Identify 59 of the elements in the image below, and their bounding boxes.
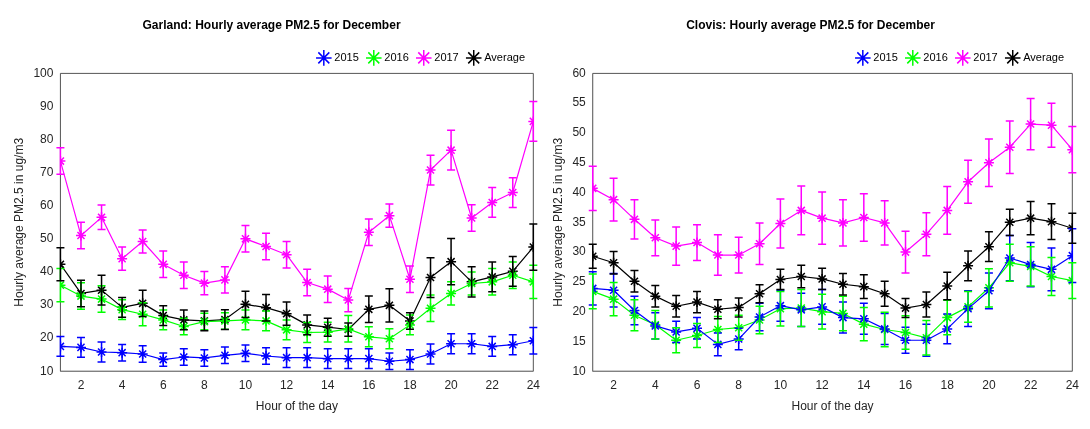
y-axis-title: Hourly average PM2.5 in ug/m3 (550, 137, 565, 307)
legend-label: Average (1023, 50, 1065, 63)
y-tick-label: 100 (33, 65, 54, 80)
x-tick-label: 20 (982, 377, 996, 392)
y-tick-label: 35 (572, 214, 587, 229)
x-tick-label: 14 (321, 377, 335, 392)
y-tick-label: 10 (40, 363, 54, 378)
legend-label: 2017 (973, 50, 998, 63)
x-tick-label: 8 (735, 377, 743, 392)
x-tick-label: 8 (201, 377, 209, 392)
x-tick-label: 4 (118, 377, 126, 392)
x-tick-label: 10 (773, 377, 788, 392)
x-tick-label: 22 (485, 377, 500, 392)
x-tick-label: 18 (940, 377, 955, 392)
y-tick-label: 20 (572, 303, 587, 318)
x-tick-label: 10 (238, 377, 253, 392)
legend-label: 2015 (873, 50, 898, 63)
y-tick-label: 25 (572, 274, 587, 289)
x-tick-label: 6 (693, 377, 701, 392)
chart-title: Garland: Hourly average PM2.5 for December (142, 17, 401, 32)
y-tick-label: 50 (572, 125, 587, 140)
y-tick-label: 80 (40, 131, 54, 146)
x-tick-label: 18 (403, 377, 417, 392)
y-tick-label: 90 (40, 98, 54, 113)
x-tick-label: 24 (1065, 377, 1080, 392)
x-tick-label: 14 (857, 377, 871, 392)
x-tick-label: 2 (77, 377, 85, 392)
y-tick-label: 30 (572, 244, 587, 259)
legend-label: 2016 (923, 50, 948, 63)
chart-title: Clovis: Hourly average PM2.5 for December (686, 17, 936, 32)
y-tick-label: 55 (572, 95, 587, 110)
x-axis-title: Hour of the day (255, 399, 338, 414)
legend-label: 2017 (434, 50, 459, 63)
y-tick-label: 20 (40, 330, 54, 345)
y-tick-label: 60 (40, 198, 54, 213)
x-tick-label: 2 (610, 377, 618, 392)
x-tick-label: 16 (898, 377, 913, 392)
y-tick-label: 10 (572, 363, 587, 378)
x-axis-title: Hour of the day (791, 399, 874, 414)
x-tick-label: 24 (526, 377, 541, 392)
x-tick-label: 20 (444, 377, 459, 392)
y-tick-label: 50 (40, 231, 54, 246)
x-tick-label: 4 (651, 377, 659, 392)
legend-label: 2016 (384, 50, 409, 63)
y-tick-label: 70 (40, 164, 54, 179)
x-tick-label: 12 (815, 377, 830, 392)
x-tick-label: 22 (1023, 377, 1038, 392)
x-tick-label: 6 (159, 377, 167, 392)
x-tick-label: 16 (362, 377, 376, 392)
y-tick-label: 45 (572, 155, 587, 170)
y-tick-label: 15 (572, 333, 587, 348)
legend-label: Average (484, 50, 526, 63)
y-axis-title: Hourly average PM2.5 in ug/m3 (11, 137, 26, 307)
y-tick-label: 30 (40, 297, 54, 312)
x-tick-label: 12 (279, 377, 294, 392)
y-tick-label: 60 (572, 65, 587, 80)
legend-label: 2015 (334, 50, 359, 63)
y-tick-label: 40 (40, 264, 54, 279)
y-tick-label: 40 (572, 184, 587, 199)
